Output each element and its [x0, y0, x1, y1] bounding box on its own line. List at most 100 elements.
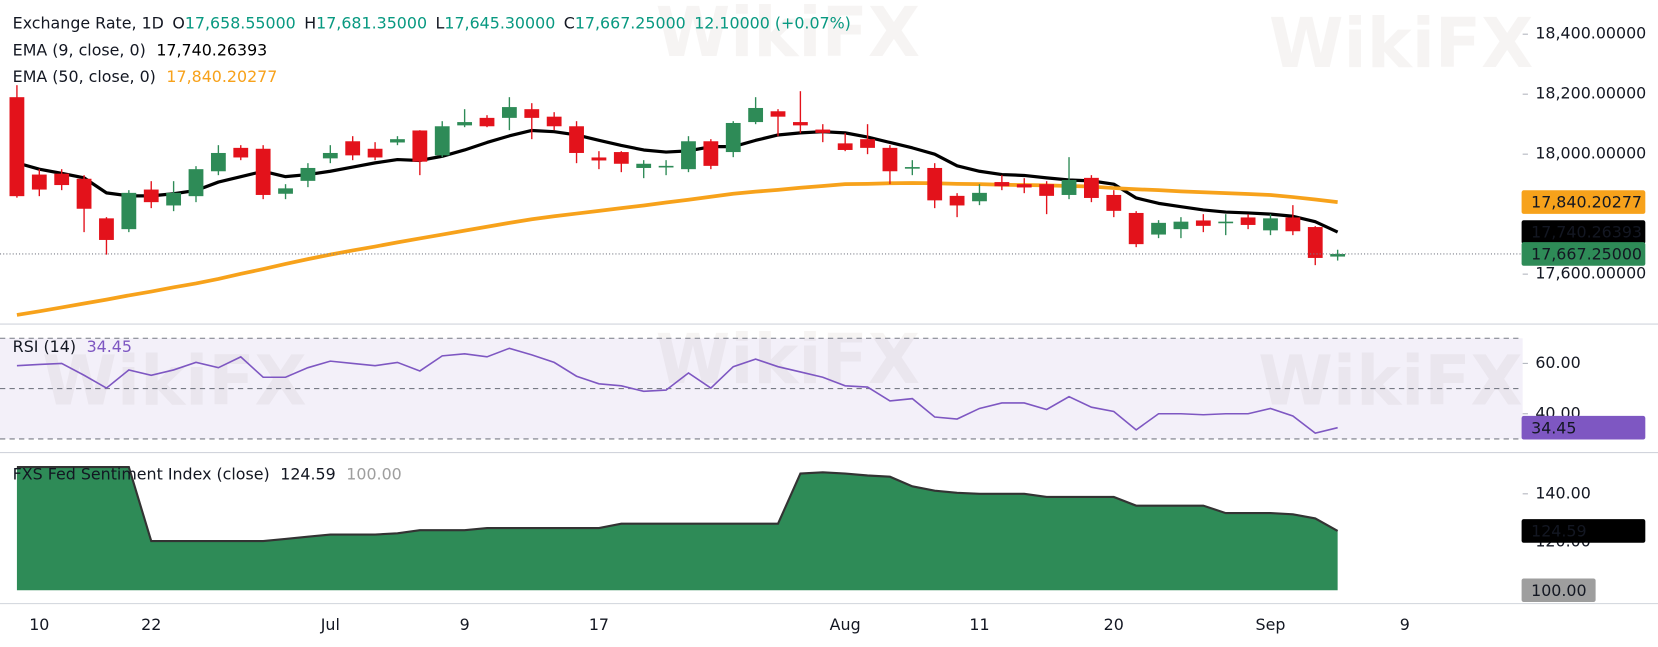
x-tick-label: Aug: [830, 615, 861, 634]
watermarks: WikiFX WikiFX WikiFX WikiFX WikiFX: [42, 0, 1533, 421]
baseline-tag: [1521, 578, 1596, 603]
price-tag-label: 124.59: [1531, 521, 1586, 540]
candle-body: [1173, 221, 1189, 230]
candle-body: [121, 192, 137, 230]
price-tag: [1521, 519, 1646, 543]
candle-body: [143, 189, 159, 203]
candle-body: [54, 173, 70, 186]
price-tag: [1521, 220, 1646, 244]
candle-body: [1016, 184, 1032, 188]
candle-body: [1061, 179, 1077, 195]
candle-body: [792, 122, 808, 126]
price-tag-label: 17,740.26393: [1531, 223, 1642, 242]
x-tick-label: Jul: [320, 615, 340, 634]
y-tick-label: 140.00: [1535, 483, 1590, 502]
candle-body: [1240, 217, 1256, 225]
x-tick-label: 20: [1104, 615, 1124, 634]
watermark: WikiFX: [1269, 4, 1533, 84]
candle-body: [367, 148, 383, 158]
candle-body: [31, 174, 47, 190]
sentiment-line: [16, 466, 1339, 543]
candle-body: [434, 126, 450, 156]
candle-body: [210, 152, 226, 172]
candle-body: [1263, 218, 1278, 231]
x-tick-label: 11: [969, 615, 989, 634]
candle-body: [1106, 194, 1122, 211]
candle-body: [591, 157, 607, 161]
candle-body: [1084, 177, 1099, 198]
candle-body: [569, 126, 584, 153]
legend-name: EMA (9, close, 0): [13, 40, 146, 59]
candle-body: [1218, 221, 1234, 224]
candle-body: [748, 107, 764, 123]
candle-body: [76, 178, 92, 209]
candle-body: [658, 165, 674, 168]
price-tag: [1521, 242, 1646, 266]
candle-body: [524, 109, 540, 118]
candle-body: [188, 169, 204, 197]
candle-body: [994, 182, 1010, 187]
x-tick-label: 10: [29, 615, 49, 634]
candle-body: [837, 143, 853, 150]
ohlc-value: 17,667.25000: [575, 13, 686, 32]
candle-body: [9, 97, 25, 197]
x-tick-label: 9: [460, 615, 470, 634]
x-tick-label: 22: [141, 615, 161, 634]
watermark: WikiFX: [1258, 342, 1522, 422]
y-tick-label: 60.00: [1535, 353, 1580, 372]
candle-body: [1330, 253, 1346, 257]
candle-body: [770, 111, 786, 117]
candle-body: [613, 152, 629, 164]
legend-name: RSI (14): [13, 336, 76, 355]
candle-body: [501, 107, 517, 118]
candle-body: [546, 116, 562, 127]
price-tag-label: 34.45: [1531, 418, 1576, 437]
candle-body: [703, 141, 719, 166]
candle-body: [927, 167, 943, 201]
candle-body: [1128, 212, 1144, 245]
watermark: WikiFX: [656, 320, 920, 400]
candle-body: [233, 147, 249, 158]
candle-body: [166, 192, 182, 206]
ema-line: [16, 181, 1338, 317]
legend-name: FXS Fed Sentiment Index (close): [13, 464, 270, 483]
candle-body: [882, 147, 898, 172]
price-tag: [1521, 415, 1646, 440]
legend: Exchange Rate, 1D O17,658.55000 H17,681.35…: [13, 13, 851, 483]
candle-body: [1151, 222, 1166, 235]
legend-value: 17,740.26393: [156, 40, 267, 59]
legend-value: 34.45: [87, 336, 132, 355]
candle-body: [904, 167, 920, 169]
price-tag-label: 17,840.20277: [1531, 193, 1642, 212]
candle-body: [255, 148, 271, 195]
candle-body: [949, 195, 965, 206]
candle-body: [972, 192, 987, 202]
candle-body: [636, 163, 652, 168]
candle-body: [322, 152, 338, 159]
candle-body: [457, 122, 473, 126]
price-tag: [1521, 190, 1646, 214]
candle-body: [1307, 227, 1323, 258]
ohlc-value: 17,658.55000: [185, 13, 296, 32]
candle-body: [300, 167, 316, 181]
ohlc-name: H: [304, 13, 316, 32]
price-tag-label: 17,667.25000: [1531, 244, 1642, 263]
x-tick-label: 17: [589, 615, 609, 634]
legend-baseline: 100.00: [346, 464, 401, 483]
x-tick-label: 9: [1400, 615, 1410, 634]
legend-value: 17,840.20277: [166, 67, 277, 86]
y-tick-label: 18,400.00000: [1535, 24, 1646, 43]
sentiment-legend: FXS Fed Sentiment Index (close) 124.59 100…: [13, 464, 402, 483]
sentiment-area: [16, 467, 1338, 591]
candle-body: [860, 139, 875, 148]
legend-name: EMA (50, close, 0): [13, 67, 156, 86]
candle-body: [681, 141, 696, 170]
ohlc-name: L: [436, 13, 445, 32]
candle-body: [99, 218, 114, 240]
candle-body: [1039, 184, 1055, 196]
candle-body: [725, 122, 741, 153]
rsi-line: [16, 347, 1338, 435]
candle-body: [345, 141, 361, 156]
